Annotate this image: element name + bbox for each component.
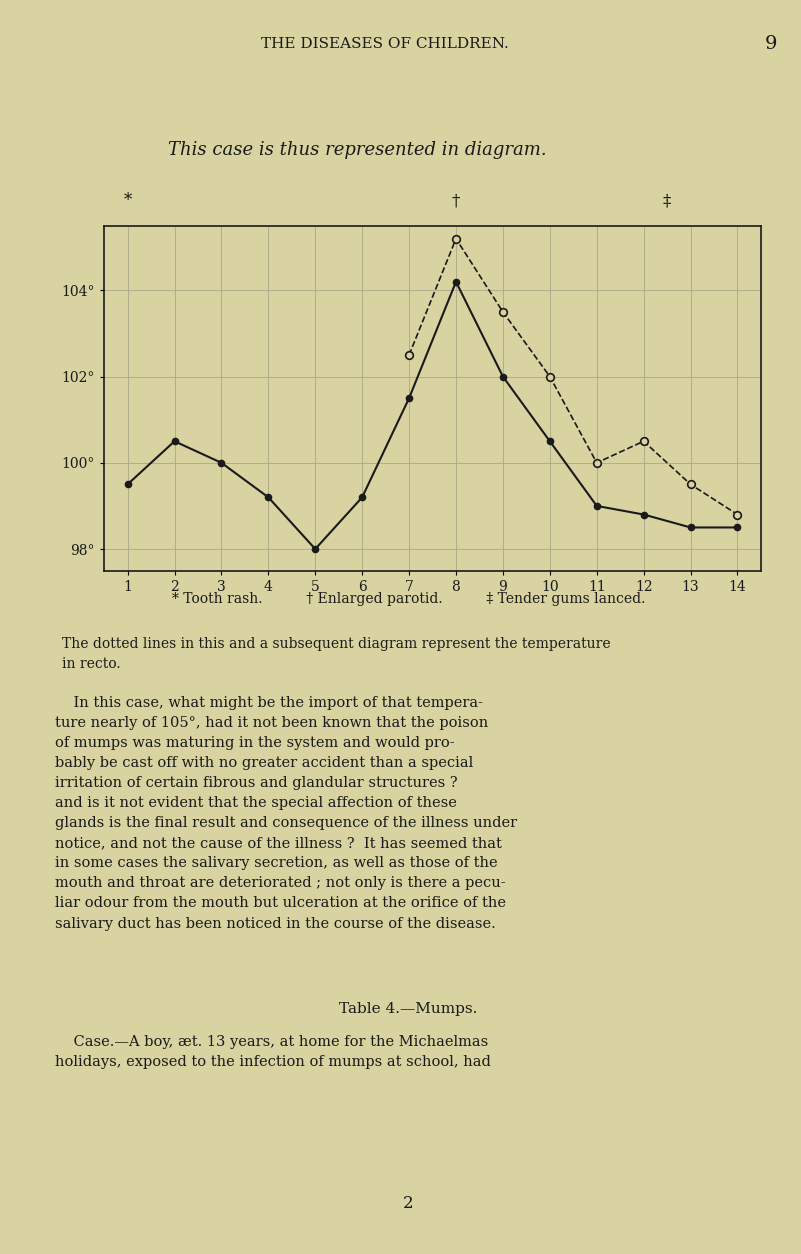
Text: 2: 2 (403, 1195, 414, 1213)
Text: ‡: ‡ (663, 192, 671, 209)
Text: This case is thus represented in diagram.: This case is thus represented in diagram… (168, 142, 546, 159)
Text: THE DISEASES OF CHILDREN.: THE DISEASES OF CHILDREN. (260, 36, 509, 51)
Text: *: * (123, 192, 131, 209)
Text: Case.—A boy, æt. 13 years, at home for the Michaelmas
holidays, exposed to the i: Case.—A boy, æt. 13 years, at home for t… (54, 1035, 491, 1068)
Text: Table 4.—Mumps.: Table 4.—Mumps. (340, 1002, 477, 1017)
Text: The dotted lines in this and a subsequent diagram represent the temperature
in r: The dotted lines in this and a subsequen… (62, 637, 611, 671)
Text: * Tooth rash.          † Enlarged parotid.          ‡ Tender gums lanced.: * Tooth rash. † Enlarged parotid. ‡ Tend… (172, 592, 645, 606)
Text: 9: 9 (764, 35, 777, 53)
Text: †: † (452, 192, 461, 209)
Text: In this case, what might be the import of that tempera-
ture nearly of 105°, had: In this case, what might be the import o… (54, 696, 517, 930)
